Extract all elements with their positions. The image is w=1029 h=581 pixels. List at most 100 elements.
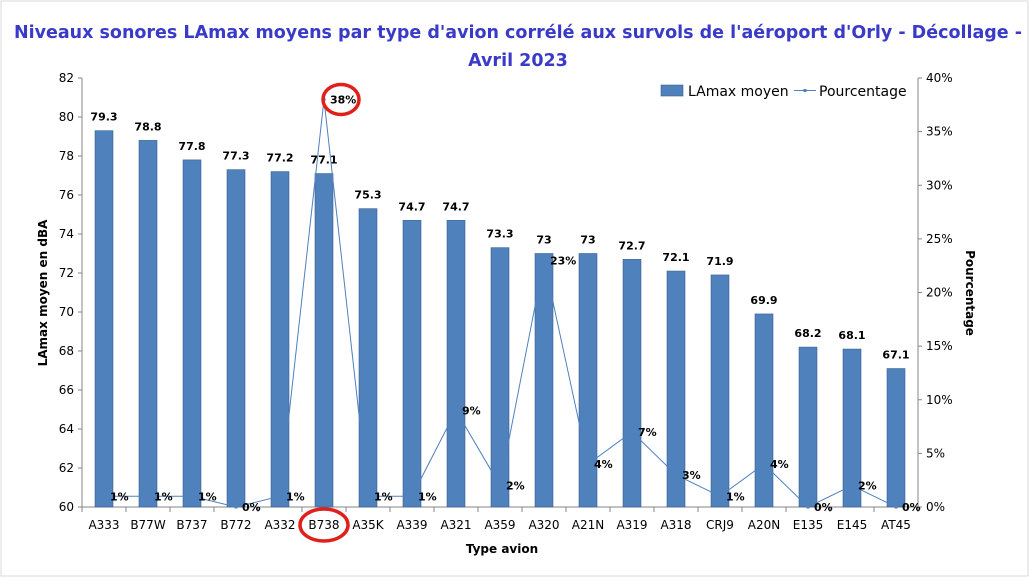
point-value-label: 0% [242, 501, 261, 514]
bar-value-label: 74.7 [442, 200, 469, 213]
point-value-label: 1% [198, 490, 217, 503]
point-pourcentage [102, 494, 106, 498]
point-pourcentage [454, 408, 458, 412]
bar-value-label: 72.1 [662, 251, 689, 264]
x-axis-label: Type avion [466, 542, 538, 556]
bar-lamax [886, 368, 906, 508]
y-tick-label: 72 [59, 266, 74, 280]
y2-tick-label: 40% [926, 71, 953, 85]
bar-lamax [358, 208, 378, 508]
point-pourcentage [146, 494, 150, 498]
x-tick-label: AT45 [881, 518, 911, 532]
bar-value-label: 72.7 [618, 239, 645, 252]
y2-tick-label: 5% [926, 446, 945, 460]
y-tick-label: 64 [59, 422, 74, 436]
bar-lamax [622, 259, 642, 508]
bar-value-label: 75.3 [354, 189, 381, 202]
point-pourcentage [234, 505, 238, 509]
x-tick-label: A333 [88, 518, 119, 532]
x-tick-label: CRJ9 [706, 518, 734, 532]
x-tick-label: A35K [352, 518, 384, 532]
bar-value-label: 74.7 [398, 200, 425, 213]
bar-value-label: 78.8 [134, 120, 161, 133]
highlight-circle-percentage [321, 82, 361, 117]
point-pourcentage [410, 494, 414, 498]
bar-value-label: 77.1 [310, 154, 337, 167]
bar-lamax [666, 270, 686, 508]
bar-value-label: 68.2 [794, 327, 821, 340]
bar-value-label: 79.3 [90, 111, 117, 124]
y-tick-label: 60 [59, 500, 74, 514]
point-value-label: 3% [682, 469, 701, 482]
y-axis-label: LAmax moyen en dBA [36, 219, 50, 366]
y-tick-label: 66 [59, 383, 74, 397]
point-pourcentage [278, 494, 282, 498]
point-pourcentage [498, 484, 502, 488]
bar-value-label: 77.2 [266, 152, 293, 165]
x-tick-label: A21N [572, 518, 604, 532]
legend: LAmax moyen Pourcentage [660, 84, 907, 100]
bar-value-label: 69.9 [750, 294, 777, 307]
bar-value-label: 77.8 [178, 140, 205, 153]
bar-lamax [754, 313, 774, 508]
point-pourcentage [542, 258, 546, 262]
y2-tick-label: 20% [926, 286, 953, 300]
point-value-label: 1% [374, 490, 393, 503]
x-tick-label: A318 [660, 518, 691, 532]
x-tick-label: A321 [440, 518, 471, 532]
point-value-label: 2% [506, 480, 525, 493]
y2-tick-label: 25% [926, 232, 953, 246]
point-value-label: 1% [154, 490, 173, 503]
bar-lamax [490, 247, 510, 508]
y2-axis-label: Pourcentage [963, 250, 977, 336]
point-value-label: 1% [110, 490, 129, 503]
y-tick-label: 80 [59, 110, 74, 124]
bar-lamax [446, 220, 466, 508]
bar-lamax [94, 130, 114, 508]
point-pourcentage [190, 494, 194, 498]
y2-tick-label: 15% [926, 339, 953, 353]
point-pourcentage [366, 494, 370, 498]
legend-swatch-lamax [660, 84, 684, 97]
bar-value-label: 67.1 [882, 349, 909, 362]
bar-value-label: 77.3 [222, 150, 249, 163]
bar-value-label: 71.9 [706, 255, 733, 268]
bar-lamax [270, 171, 290, 508]
point-pourcentage [850, 484, 854, 488]
point-value-label: 1% [726, 490, 745, 503]
bar-value-label: 68.1 [838, 329, 865, 342]
legend-label-lamax: LAmax moyen [688, 84, 789, 100]
x-tick-label: B737 [176, 518, 207, 532]
x-tick-label: A332 [264, 518, 295, 532]
y-tick-label: 74 [59, 227, 74, 241]
point-value-label: 7% [638, 426, 657, 439]
bar-lamax [798, 346, 818, 508]
point-value-label: 4% [594, 458, 613, 471]
legend-label-pourcentage: Pourcentage [819, 84, 907, 100]
chart-title-line1: Niveaux sonores LAmax moyens par type d'… [14, 23, 1022, 43]
y-tick-label: 76 [59, 188, 74, 202]
bar-lamax [842, 348, 862, 508]
y2-tick-label: 0% [926, 500, 945, 514]
bar-lamax [226, 169, 246, 508]
point-value-label: 9% [462, 404, 481, 417]
point-pourcentage [718, 494, 722, 498]
x-tick-label: A319 [616, 518, 647, 532]
point-pourcentage [630, 430, 634, 434]
point-value-label: 0% [814, 501, 833, 514]
bar-lamax [182, 159, 202, 508]
point-pourcentage [894, 505, 898, 509]
plot-layer: 60 62 64 66 68 70 72 74 76 78 80 82 0% 5% 10% 15% 20% 25%… [59, 71, 953, 543]
chart-title-line2: Avril 2023 [468, 51, 568, 71]
y-tick-label: 70 [59, 305, 74, 319]
bar-lamax [138, 140, 158, 508]
bar-lamax [402, 220, 422, 508]
bar-lamax [534, 253, 554, 508]
point-value-label: 1% [418, 490, 437, 503]
x-tick-label: B738 [308, 518, 339, 532]
bar-value-label: 73 [536, 234, 551, 247]
x-tick-label: A20N [748, 518, 780, 532]
point-pourcentage [674, 473, 678, 477]
point-pourcentage [762, 462, 766, 466]
